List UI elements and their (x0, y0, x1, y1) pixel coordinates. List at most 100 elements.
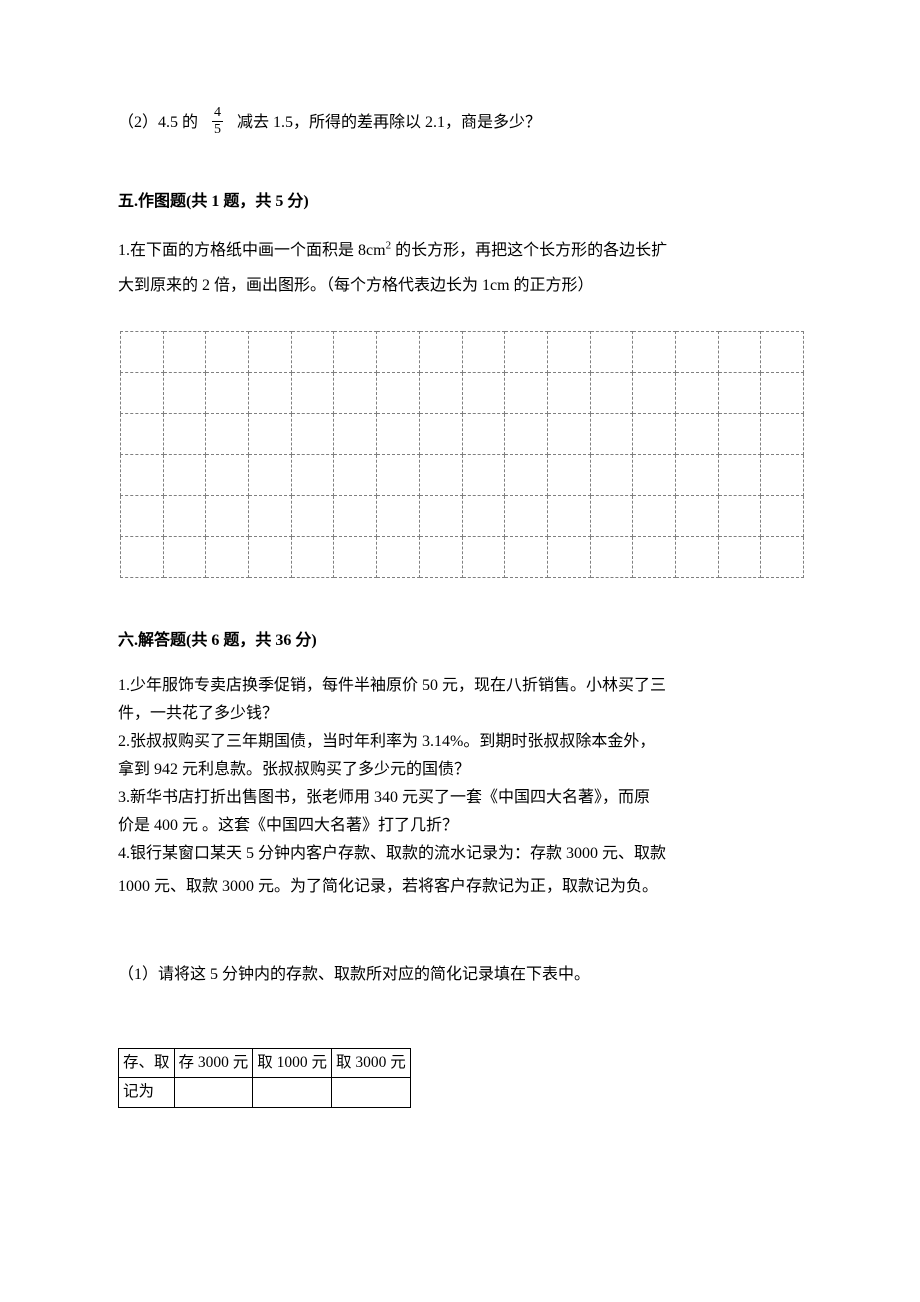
grid-cell (291, 331, 334, 372)
grid-cell (121, 536, 164, 577)
spacer (118, 996, 802, 1044)
grid-cell (547, 536, 590, 577)
section-6-problems: 1.少年服饰专卖店换季促销，每件半袖原价 50 元，现在八折销售。小林买了三 件… (118, 672, 802, 906)
grid-cell (718, 413, 761, 454)
grid-cell (675, 413, 718, 454)
grid-cell (163, 454, 206, 495)
grid-cell (121, 331, 164, 372)
s5-q1-part-a: 1.在下面的方格纸中画一个面积是 8cm (118, 242, 386, 259)
grid-cell (633, 331, 676, 372)
grid-cell (291, 454, 334, 495)
grid-cell (121, 413, 164, 454)
grid-cell (633, 536, 676, 577)
s6-q3-line2: 价是 400 元 。这套《中国四大名著》打了几折？ (118, 812, 802, 840)
grid-cell (590, 413, 633, 454)
grid-cell (505, 536, 548, 577)
grid-cell (121, 454, 164, 495)
grid-cell (334, 413, 377, 454)
s5-q1-part-b: 的长方形，再把这个长方形的各边长扩 (391, 242, 667, 259)
grid-cell (462, 413, 505, 454)
grid-cell (334, 331, 377, 372)
question-4-2: （2）4.5 的 4 5 减去 1.5，所得的差再除以 2.1，商是多少？ (118, 108, 802, 139)
grid-cell (419, 372, 462, 413)
grid-cell (633, 372, 676, 413)
table-row: 记为 (119, 1078, 411, 1108)
cell-deposit-3000: 存 3000 元 (174, 1048, 253, 1078)
grid-cell (718, 372, 761, 413)
grid-cell (462, 454, 505, 495)
grid-cell (590, 536, 633, 577)
grid-cell (206, 413, 249, 454)
grid-cell (206, 372, 249, 413)
grid-cell (377, 495, 420, 536)
grid-cell (547, 454, 590, 495)
cell-blank (332, 1078, 411, 1108)
grid-cell (462, 536, 505, 577)
grid-cell (761, 372, 804, 413)
grid-cell (206, 495, 249, 536)
grid-cell (462, 331, 505, 372)
grid-cell (761, 454, 804, 495)
grid-cell (334, 495, 377, 536)
grid-cell (419, 495, 462, 536)
grid-cell (547, 331, 590, 372)
grid-cell (505, 372, 548, 413)
grid-cell (291, 372, 334, 413)
grid-cell (249, 372, 292, 413)
grid-cell (590, 495, 633, 536)
grid-cell (675, 454, 718, 495)
grid-cell (249, 454, 292, 495)
grid-paper (120, 331, 804, 578)
grid-cell (206, 536, 249, 577)
fraction-denominator: 5 (212, 122, 223, 137)
grid-cell (547, 495, 590, 536)
grid-cell (675, 331, 718, 372)
grid-cell (633, 495, 676, 536)
grid-cell (249, 331, 292, 372)
cell-label-jiwei: 记为 (119, 1078, 175, 1108)
grid-cell (334, 454, 377, 495)
grid-cell (761, 413, 804, 454)
cell-blank (253, 1078, 332, 1108)
grid-cell (761, 495, 804, 536)
grid-cell (462, 372, 505, 413)
grid-cell (419, 536, 462, 577)
s6-q4-line1: 4.银行某窗口某天 5 分钟内客户存款、取款的流水记录为：存款 3000 元、取… (118, 840, 802, 868)
cell-blank (174, 1078, 253, 1108)
section-5-title: 五.作图题(共 1 题，共 5 分) (118, 189, 802, 215)
spacer (118, 906, 802, 962)
grid-cell (249, 413, 292, 454)
grid-cell (462, 495, 505, 536)
grid-cell (291, 413, 334, 454)
grid-cell (419, 454, 462, 495)
grid-cell (206, 331, 249, 372)
q4-2-suffix: 减去 1.5，所得的差再除以 2.1，商是多少？ (237, 114, 541, 131)
grid-cell (505, 331, 548, 372)
cell-withdraw-3000: 取 3000 元 (332, 1048, 411, 1078)
grid-cell (163, 495, 206, 536)
grid-cell (718, 331, 761, 372)
grid-cell (377, 536, 420, 577)
grid-cell (334, 372, 377, 413)
grid-cell (505, 454, 548, 495)
s6-q1-line2: 件，一共花了多少钱？ (118, 700, 802, 728)
grid-cell (291, 536, 334, 577)
grid-cell (377, 413, 420, 454)
grid-cell (121, 372, 164, 413)
grid-cell (206, 454, 249, 495)
grid-cell (249, 495, 292, 536)
s6-q1-line1: 1.少年服饰专卖店换季促销，每件半袖原价 50 元，现在八折销售。小林买了三 (118, 672, 802, 700)
cell-withdraw-1000: 取 1000 元 (253, 1048, 332, 1078)
grid-cell (419, 413, 462, 454)
grid-cell (334, 536, 377, 577)
q4-2-prefix: （2）4.5 的 (118, 114, 198, 131)
document-page: （2）4.5 的 4 5 减去 1.5，所得的差再除以 2.1，商是多少？ 五.… (0, 0, 920, 1168)
fraction-4-5: 4 5 (212, 106, 223, 137)
grid-cell (590, 454, 633, 495)
grid-cell (163, 536, 206, 577)
grid-cell (505, 495, 548, 536)
grid-cell (547, 413, 590, 454)
grid-cell (675, 495, 718, 536)
grid-cell (163, 372, 206, 413)
grid-cell (249, 536, 292, 577)
